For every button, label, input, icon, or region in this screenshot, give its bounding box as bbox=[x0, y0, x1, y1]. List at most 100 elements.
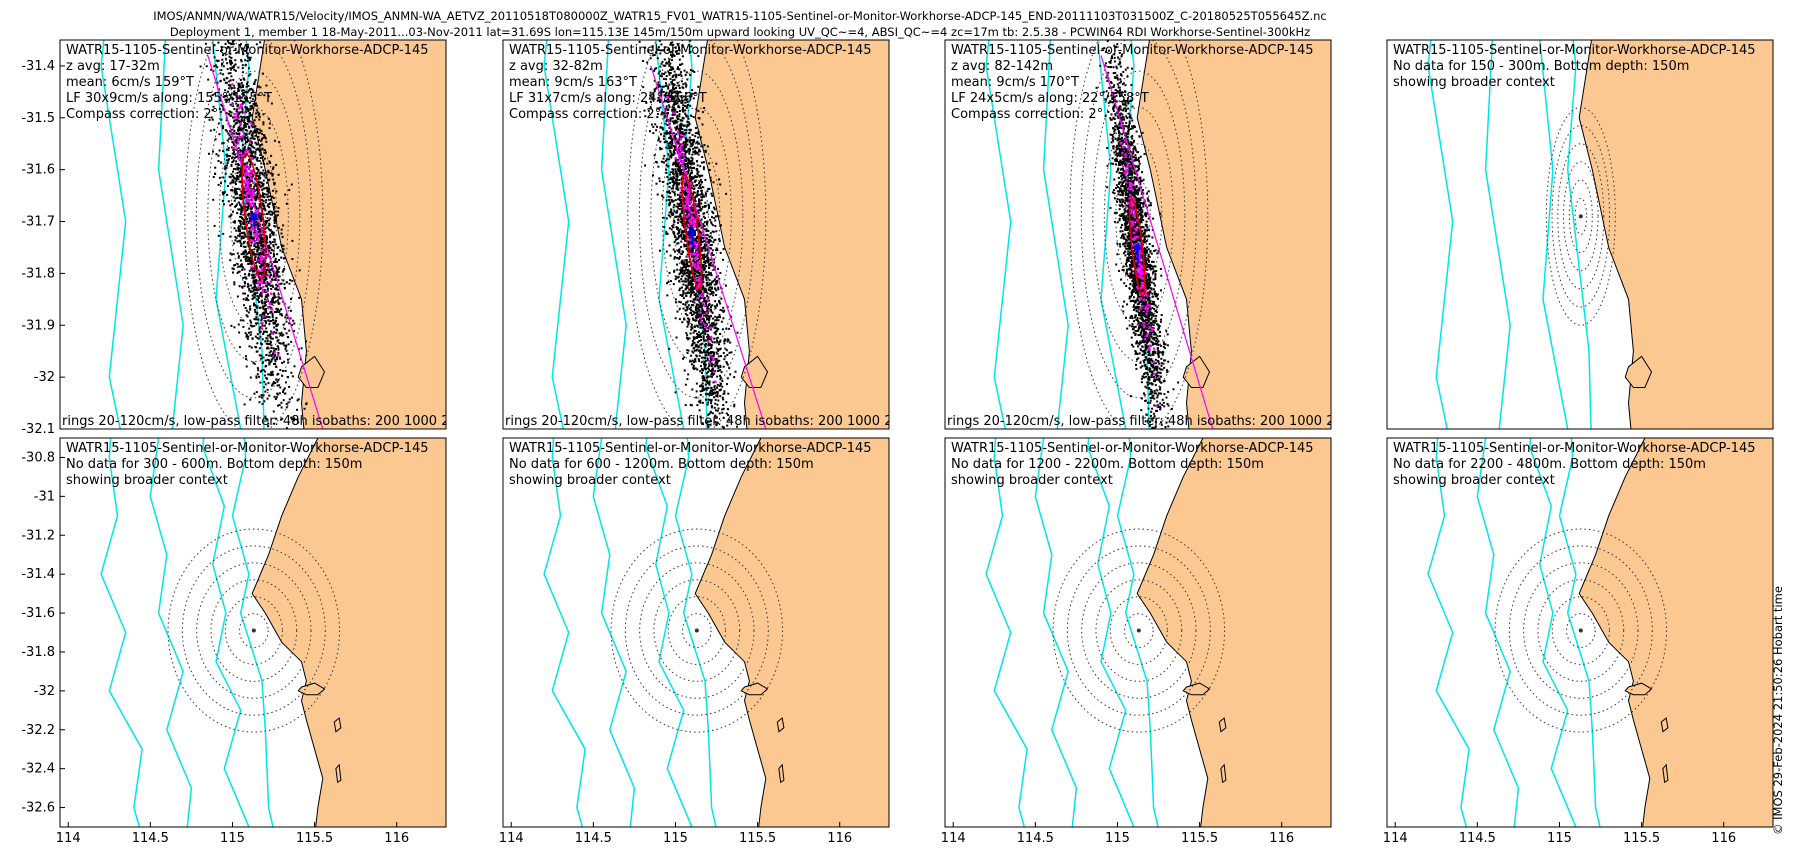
velocity-point bbox=[230, 62, 233, 64]
velocity-point bbox=[290, 340, 293, 343]
velocity-point bbox=[226, 155, 229, 158]
velocity-point bbox=[274, 288, 277, 291]
velocity-point bbox=[277, 226, 280, 229]
velocity-point bbox=[246, 47, 249, 50]
velocity-point bbox=[231, 98, 234, 101]
isobath-2 bbox=[157, 40, 184, 429]
velocity-point bbox=[709, 258, 712, 261]
velocity-point bbox=[254, 205, 257, 208]
velocity-point bbox=[678, 63, 681, 66]
velocity-point bbox=[225, 58, 228, 61]
velocity-point bbox=[669, 43, 672, 46]
velocity-point bbox=[244, 64, 247, 67]
velocity-point bbox=[246, 118, 249, 120]
velocity-point bbox=[268, 320, 271, 323]
velocity-point bbox=[262, 207, 264, 210]
velocity-point bbox=[683, 261, 686, 264]
velocity-point bbox=[256, 159, 259, 162]
velocity-point bbox=[670, 208, 673, 211]
velocity-point bbox=[271, 383, 274, 386]
velocity-point bbox=[678, 46, 680, 49]
velocity-point bbox=[665, 78, 668, 81]
low-pass-point bbox=[249, 188, 252, 191]
velocity-point bbox=[703, 221, 706, 224]
velocity-point bbox=[707, 296, 710, 299]
velocity-point bbox=[227, 72, 230, 75]
velocity-point bbox=[255, 188, 258, 191]
velocity-point bbox=[275, 319, 277, 322]
velocity-point bbox=[229, 182, 232, 185]
velocity-point bbox=[694, 319, 697, 322]
velocity-point bbox=[680, 203, 683, 206]
velocity-point bbox=[692, 318, 695, 321]
velocity-point bbox=[690, 323, 693, 326]
velocity-point bbox=[254, 335, 257, 338]
velocity-point bbox=[718, 483, 720, 485]
velocity-point bbox=[258, 174, 261, 177]
velocity-point bbox=[714, 238, 717, 241]
velocity-point bbox=[666, 124, 669, 126]
velocity-point bbox=[656, 99, 659, 102]
velocity-point bbox=[219, 72, 222, 75]
velocity-point bbox=[242, 53, 245, 56]
velocity-point bbox=[714, 219, 717, 222]
velocity-point bbox=[229, 103, 232, 106]
low-pass-point bbox=[231, 83, 234, 86]
velocity-point bbox=[237, 265, 240, 268]
velocity-point bbox=[692, 185, 695, 187]
velocity-point bbox=[239, 33, 241, 35]
velocity-point bbox=[239, 115, 242, 118]
velocity-point bbox=[712, 324, 715, 327]
velocity-point bbox=[719, 333, 722, 335]
low-pass-point bbox=[245, 163, 249, 166]
velocity-point bbox=[712, 265, 715, 268]
velocity-point bbox=[718, 237, 721, 240]
velocity-point bbox=[673, 220, 676, 223]
velocity-point bbox=[232, 268, 235, 271]
velocity-point bbox=[688, 227, 691, 230]
velocity-point bbox=[272, 381, 275, 383]
velocity-point bbox=[217, 160, 220, 162]
velocity-point bbox=[666, 191, 669, 193]
velocity-point bbox=[275, 356, 278, 359]
velocity-point bbox=[236, 132, 239, 135]
velocity-point bbox=[240, 139, 243, 142]
velocity-point bbox=[256, 218, 259, 220]
velocity-point bbox=[691, 288, 694, 291]
velocity-point bbox=[643, 109, 646, 112]
velocity-point bbox=[235, 15, 237, 17]
velocity-point bbox=[710, 264, 712, 267]
velocity-point bbox=[677, 118, 680, 120]
velocity-point bbox=[683, 98, 686, 101]
velocity-point bbox=[265, 315, 268, 318]
velocity-point bbox=[693, 329, 696, 332]
velocity-point bbox=[661, 126, 664, 129]
velocity-point bbox=[675, 133, 678, 136]
velocity-point bbox=[672, 184, 675, 187]
velocity-point bbox=[274, 277, 277, 280]
low-pass-point bbox=[244, 165, 247, 169]
velocity-point bbox=[245, 91, 247, 93]
velocity-point bbox=[271, 195, 274, 198]
velocity-point bbox=[247, 117, 250, 120]
velocity-point bbox=[706, 326, 709, 329]
velocity-point bbox=[265, 322, 267, 325]
velocity-point bbox=[706, 211, 709, 214]
velocity-point bbox=[248, 176, 251, 179]
velocity-point bbox=[659, 49, 662, 52]
velocity-point bbox=[704, 262, 707, 264]
velocity-point bbox=[234, 168, 237, 171]
velocity-point bbox=[246, 137, 248, 139]
velocity-point bbox=[264, 136, 266, 139]
velocity-point bbox=[700, 302, 703, 305]
velocity-point bbox=[674, 317, 677, 320]
velocity-point bbox=[677, 236, 680, 239]
velocity-point bbox=[684, 112, 687, 115]
velocity-point bbox=[678, 273, 681, 276]
velocity-point bbox=[246, 241, 249, 244]
velocity-point bbox=[268, 222, 271, 225]
velocity-point bbox=[229, 52, 232, 55]
velocity-point bbox=[666, 282, 668, 285]
velocity-point bbox=[251, 173, 254, 176]
velocity-point bbox=[277, 372, 280, 375]
